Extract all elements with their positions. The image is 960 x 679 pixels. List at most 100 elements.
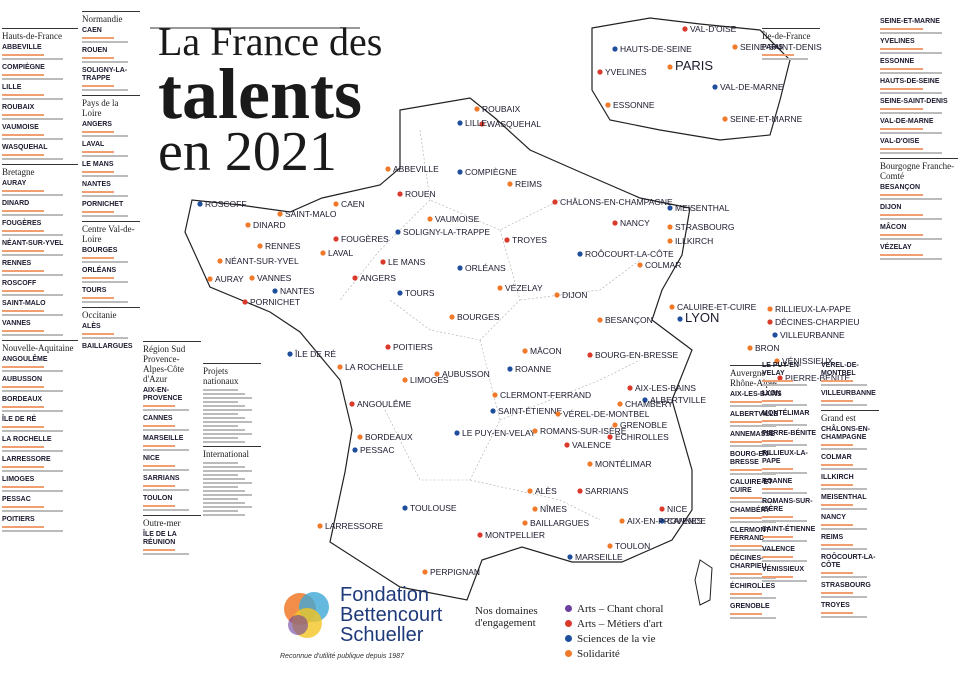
entry-name: MEISENTHAL	[821, 494, 867, 501]
entry: SARRIANS	[143, 475, 201, 491]
entry-detail	[821, 616, 868, 618]
entry: CALUIRE-ET-CUIRE	[730, 479, 788, 503]
entry-detail	[730, 401, 762, 403]
column: VÉREL-DE-MONTBEL VILLEURBANNE Grand est CHÂ…	[821, 362, 879, 674]
entry-name: LE PUY-EN-VELAY	[762, 362, 802, 377]
entry-detail	[762, 472, 807, 474]
entry: NANCY	[821, 514, 879, 530]
entry-name: LE MANS	[82, 161, 114, 168]
entry-detail	[821, 380, 853, 382]
section-title: Île-de-France	[762, 28, 820, 41]
entry-name: DÉCINES-CHARPIEU	[730, 555, 767, 570]
entry-detail	[880, 218, 943, 220]
column: SEINE-ET-MARNE YVELINES ESSONNE HAUTS-DE-SE…	[880, 18, 958, 673]
entry-detail	[762, 488, 793, 490]
entry-detail	[2, 330, 44, 332]
entry-detail	[203, 421, 252, 423]
entry-name: TOURS	[82, 287, 107, 294]
entry-detail	[730, 405, 777, 407]
entry: LILLE	[2, 84, 78, 100]
entry-detail	[82, 257, 114, 259]
entry: ROMANS-SUR-ISÈRE	[762, 498, 818, 522]
city-label: MONTPELLIER	[485, 530, 545, 540]
entry-name: MÂCON	[880, 224, 907, 231]
entry-name: VALENCE	[762, 546, 795, 553]
entry-detail	[880, 238, 943, 240]
entry-name: SOLIGNY-LA-TRAPPE	[82, 67, 128, 82]
city-label: LE PUY-EN-VELAY	[462, 428, 536, 438]
city-label: ROSCOFF	[205, 199, 247, 209]
entry-detail	[143, 505, 175, 507]
entry-name: BAILLARGUES	[82, 343, 133, 348]
entry: VAUMOISE	[2, 124, 78, 140]
entry: SEINE-SAINT-DENIS	[880, 98, 958, 114]
entry-name: DIJON	[880, 204, 902, 211]
entry-detail	[762, 536, 793, 538]
entry-name: SAINT-ÉTIENNE	[762, 526, 816, 533]
city-label: VAL-DE-MARNE	[720, 82, 784, 92]
entry-detail	[203, 433, 252, 435]
entry-detail	[762, 420, 793, 422]
entry-detail	[2, 274, 63, 276]
entry-detail	[730, 597, 777, 599]
entry: BOURG-EN-BRESSE	[730, 451, 788, 475]
entry-detail	[2, 134, 44, 136]
entry-name: STRASBOURG	[821, 582, 871, 589]
entry: TOULON	[143, 495, 201, 511]
entry: LARRESSORE	[2, 456, 78, 472]
city-label: ILLKIRCH	[675, 236, 713, 246]
entry-detail	[730, 617, 777, 619]
entry-detail	[203, 486, 238, 488]
entry-name: ROSCOFF	[2, 280, 37, 287]
entry-detail	[730, 577, 777, 579]
entry-detail	[2, 158, 63, 160]
entry-detail	[82, 281, 129, 283]
entry-detail	[203, 409, 252, 411]
logo: Fondation Bettencourt Schueller Reconnue…	[280, 585, 442, 660]
city-dot	[607, 434, 613, 440]
city-dot	[287, 351, 293, 357]
city-label: VÉREL-DE-MONTBEL	[563, 409, 650, 419]
city-label: AIX-EN-PROVENCE	[627, 516, 706, 526]
city-dot	[617, 401, 623, 407]
entry: FOUGÈRES	[2, 220, 78, 236]
entry-detail	[203, 466, 245, 468]
entry: CANNES	[143, 415, 201, 431]
entry-name: BESANÇON	[880, 184, 921, 191]
city-dot	[492, 392, 498, 398]
corsica	[694, 559, 713, 606]
section-title: Projets nationaux	[203, 363, 261, 386]
city-dot	[349, 401, 355, 407]
entry-name: LIMOGES	[2, 476, 35, 483]
entry-detail	[203, 482, 252, 484]
city-label: BESANÇON	[605, 315, 653, 325]
title: La France des talents en 2021	[158, 22, 382, 181]
city-label: BAILLARGUES	[530, 518, 589, 528]
city-label: GRENOBLE	[620, 420, 668, 430]
logo-line: Bettencourt	[340, 604, 443, 626]
entry: AIX-EN-PROVENCE	[143, 387, 201, 411]
entry: VAL-D'OISE	[880, 138, 958, 154]
entry-name: COLMAR	[821, 454, 852, 461]
entry-detail	[2, 426, 44, 428]
city-label: TOURS	[405, 288, 435, 298]
entry-detail	[821, 404, 868, 406]
city-dot	[767, 306, 773, 312]
city-label: COMPIÈGNE	[465, 167, 517, 177]
entry: GRENOBLE	[730, 603, 788, 619]
entry-name: ÉCHIROLLES	[730, 583, 776, 590]
entry-detail	[82, 131, 114, 133]
city-dot	[449, 314, 455, 320]
entry: LIMOGES	[2, 476, 78, 492]
entry: ÉCHIROLLES	[730, 583, 788, 599]
logo-mark	[284, 592, 329, 638]
entry-detail	[203, 506, 252, 508]
city-dot	[555, 411, 561, 417]
entry-detail	[2, 138, 63, 140]
entry: LYON	[762, 390, 818, 406]
entry-detail	[880, 32, 943, 34]
entry: MEISENTHAL	[821, 494, 879, 510]
entry-detail	[2, 506, 44, 508]
entry: AIX-LES-BAINS	[730, 391, 788, 407]
section-title: Bourgogne Franche-Comté	[880, 158, 958, 181]
